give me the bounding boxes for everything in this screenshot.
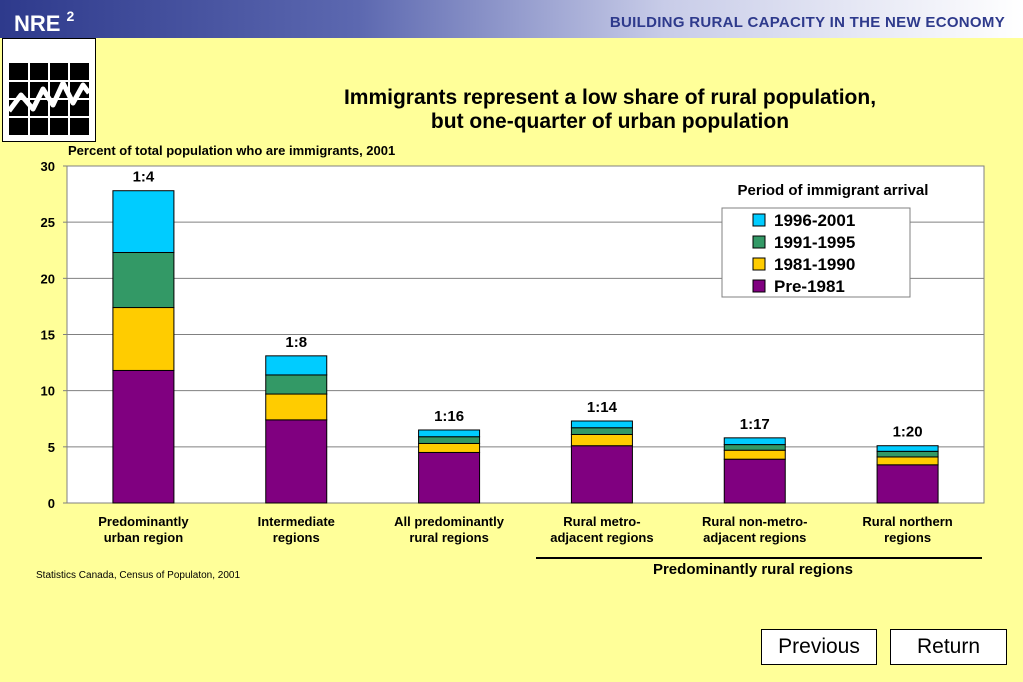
bar-segment bbox=[723, 458, 786, 504]
y-axis-label: Percent of total population who are immi… bbox=[68, 143, 395, 158]
x-category-label: Rural non-metro- bbox=[702, 514, 807, 529]
y-tick-label: 5 bbox=[48, 440, 55, 455]
ratio-label: 1:8 bbox=[285, 334, 307, 351]
bar-segment bbox=[418, 436, 481, 444]
bar-segment bbox=[570, 427, 633, 435]
chart-title-line1: Immigrants represent a low share of rura… bbox=[343, 86, 877, 109]
bar-segment bbox=[112, 251, 175, 309]
bar-segment bbox=[265, 374, 328, 395]
x-category-label: Rural metro- bbox=[563, 514, 640, 529]
x-category-label: Rural northern bbox=[862, 514, 952, 529]
legend-entry: Pre-1981 bbox=[774, 277, 845, 296]
bar-segment bbox=[570, 420, 633, 429]
legend-entry: 1996-2001 bbox=[774, 211, 855, 230]
bar-segment bbox=[876, 456, 939, 466]
bar-segment bbox=[570, 445, 633, 504]
return-button[interactable]: Return bbox=[890, 629, 1007, 665]
header-bar: NRE 2 BUILDING RURAL CAPACITY IN THE NEW … bbox=[0, 0, 1023, 38]
previous-button[interactable]: Previous bbox=[761, 629, 877, 665]
bar-segment bbox=[112, 190, 175, 253]
bar-segment bbox=[418, 442, 481, 453]
bar-segment bbox=[418, 451, 481, 504]
y-tick-label: 10 bbox=[41, 384, 55, 399]
bar-segment bbox=[876, 464, 939, 504]
chart-title-line2: but one-quarter of urban population bbox=[430, 110, 790, 133]
x-category-label: regions bbox=[273, 530, 320, 545]
x-category-label: rural regions bbox=[409, 530, 488, 545]
bar-segment bbox=[112, 307, 175, 371]
bar-segment bbox=[723, 437, 786, 446]
header-tagline: BUILDING RURAL CAPACITY IN THE NEW ECONO… bbox=[609, 14, 1005, 31]
x-category-label: Predominantly bbox=[98, 514, 189, 529]
legend-swatch bbox=[752, 257, 766, 271]
y-tick-label: 20 bbox=[41, 271, 55, 286]
x-category-label: adjacent regions bbox=[703, 530, 806, 545]
legend-entry: 1991-1995 bbox=[774, 233, 855, 252]
ratio-label: 1:4 bbox=[133, 169, 155, 186]
bar-segment bbox=[265, 393, 328, 421]
bar-segment bbox=[418, 429, 481, 438]
group-label: Predominantly rural regions bbox=[653, 561, 853, 578]
bar-segment bbox=[723, 444, 786, 451]
legend-entry: 1981-1990 bbox=[774, 255, 855, 274]
y-tick-label: 25 bbox=[41, 215, 55, 230]
nre-superscript: 2 bbox=[66, 8, 75, 24]
stacked-bar-chart: Percent of total population who are immi… bbox=[41, 143, 985, 578]
bar-segment bbox=[876, 450, 939, 458]
x-category-label: All predominantly bbox=[394, 514, 505, 529]
bar-segment bbox=[265, 355, 328, 376]
x-category-label: regions bbox=[884, 530, 931, 545]
bar-segment bbox=[723, 449, 786, 460]
y-tick-label: 0 bbox=[48, 496, 55, 511]
y-tick-label: 30 bbox=[41, 159, 55, 174]
x-category-label: urban region bbox=[104, 530, 184, 545]
nre-label: NRE bbox=[14, 11, 61, 36]
x-category-label: adjacent regions bbox=[550, 530, 653, 545]
ratio-label: 1:14 bbox=[587, 399, 618, 416]
source-note: Statistics Canada, Census of Populaton, … bbox=[36, 570, 241, 581]
legend-swatch bbox=[752, 213, 766, 227]
x-category-label: Intermediate bbox=[258, 514, 335, 529]
line-chart-grid-icon bbox=[2, 38, 96, 142]
bar-segment bbox=[112, 369, 175, 504]
ratio-label: 1:16 bbox=[434, 408, 464, 425]
bar-segment bbox=[876, 445, 939, 452]
legend-swatch bbox=[752, 279, 766, 293]
ratio-label: 1:17 bbox=[740, 416, 770, 433]
ratio-label: 1:20 bbox=[893, 424, 923, 441]
legend-title: Period of immigrant arrival bbox=[738, 182, 929, 199]
y-tick-label: 15 bbox=[41, 328, 55, 343]
bar-segment bbox=[265, 419, 328, 504]
bar-segment bbox=[570, 433, 633, 447]
legend-swatch bbox=[752, 235, 766, 249]
nre-logo-text: NRE 2 bbox=[14, 8, 74, 37]
